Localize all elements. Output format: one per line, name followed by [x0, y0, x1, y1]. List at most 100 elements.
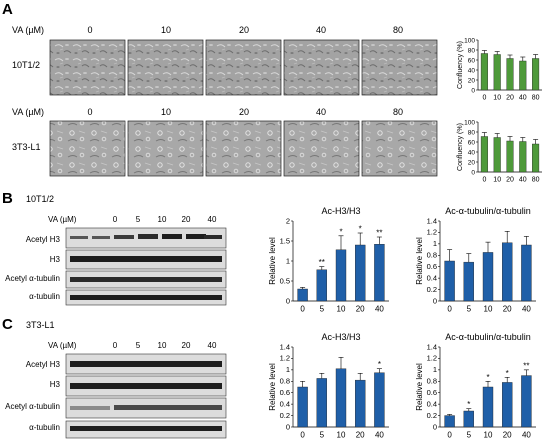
conc-label-a2: VA (µM) [12, 107, 44, 117]
bar [316, 378, 327, 428]
x-tick-label: 40 [375, 305, 384, 314]
band [162, 234, 182, 239]
bar [532, 143, 540, 173]
micrograph-a1-2 [205, 39, 282, 96]
x-tick-label: 5 [467, 431, 472, 440]
bar [519, 60, 527, 91]
bar [502, 242, 513, 302]
x-tick-label: 10 [484, 431, 493, 440]
y-tick-label: 2 [286, 216, 290, 225]
panel-letter-c: C [2, 316, 13, 333]
conc-a1-2: 20 [239, 25, 249, 35]
micrograph-row-1 [49, 39, 438, 96]
conc-a1-3: 40 [316, 25, 326, 35]
band [70, 256, 222, 262]
conc-label-b: VA (µM) [48, 215, 77, 224]
bar [374, 372, 385, 428]
y-axis-label: Confluency (%) [457, 41, 464, 89]
conc-a2-1: 10 [161, 107, 171, 117]
bar [480, 53, 488, 91]
micrograph-a2-4 [361, 120, 438, 177]
y-tick-label: 40 [468, 67, 476, 74]
x-tick-label: 0 [482, 95, 486, 102]
conc-b-1: 5 [136, 215, 141, 224]
y-axis-label: Relative level [268, 363, 277, 411]
conc-a2-2: 20 [239, 107, 249, 117]
bar [482, 386, 494, 428]
significance-marker: ** [523, 361, 529, 370]
x-tick-label: 40 [522, 305, 531, 314]
micrograph-a1-4 [361, 39, 438, 96]
x-tick-label: 5 [320, 431, 325, 440]
chart-title: Ac-α-tubulin/α-tubulin [445, 206, 530, 216]
conc-b-0: 0 [113, 215, 118, 224]
x-tick-label: 10 [493, 177, 501, 184]
conc-a1-0: 0 [87, 25, 92, 35]
blot-label-b-1: H3 [50, 255, 61, 264]
y-tick-label: 1.5 [280, 236, 290, 245]
x-tick-label: 0 [447, 305, 452, 314]
x-tick-label: 40 [519, 177, 527, 184]
band [70, 361, 222, 367]
bar [493, 54, 501, 91]
y-axis-label: Confluency (%) [457, 123, 464, 171]
y-tick-label: 0.4 [280, 399, 290, 408]
bar [335, 249, 347, 302]
x-tick-label: 20 [356, 431, 365, 440]
conc-a2-4: 80 [393, 107, 403, 117]
x-tick-label: 5 [320, 305, 325, 314]
y-tick-label: 20 [468, 159, 476, 166]
significance-marker: * [467, 400, 470, 409]
band [70, 406, 110, 410]
y-tick-label: 0.8 [280, 377, 290, 386]
y-tick-label: 1.4 [427, 342, 437, 351]
y-tick-label: 20 [468, 77, 476, 84]
conc-a1-1: 10 [161, 25, 171, 35]
band [70, 383, 222, 389]
y-tick-label: 0.6 [427, 262, 437, 271]
bar [316, 269, 327, 302]
x-tick-label: 10 [493, 95, 501, 102]
panel-letter-b: B [2, 190, 13, 207]
y-tick-label: 40 [468, 149, 476, 156]
bar [521, 375, 532, 428]
x-tick-label: 20 [503, 431, 512, 440]
y-tick-label: 1.4 [280, 342, 290, 351]
bar [521, 244, 532, 302]
bar [463, 261, 474, 302]
y-tick-label: 0 [433, 422, 437, 431]
micrograph-a2-1 [127, 120, 204, 177]
significance-marker: * [506, 369, 509, 378]
y-tick-label: 60 [468, 139, 476, 146]
bar-chart-5: 0 0.2 0.4 0.6 0.8 1 1.2 1.4 Relative level Ac-α-t… [415, 332, 536, 440]
significance-marker: * [486, 373, 489, 382]
conc-label-c: VA (µM) [48, 341, 77, 350]
x-tick-label: 40 [522, 431, 531, 440]
y-tick-label: 60 [468, 57, 476, 64]
y-tick-label: 0.6 [427, 388, 437, 397]
blot-label-c-3: α-tubulin [29, 423, 60, 432]
panel-letter-a: A [2, 1, 13, 18]
x-tick-label: 20 [503, 305, 512, 314]
micrograph-a2-3 [283, 120, 360, 177]
western-blot-b [65, 227, 227, 306]
cell-line-c: 3T3-L1 [26, 320, 55, 330]
y-tick-label: 1 [286, 256, 290, 265]
y-tick-label: 0.4 [427, 399, 437, 408]
bar [444, 415, 455, 428]
western-blot-c [65, 353, 227, 439]
micrograph-a1-3 [283, 39, 360, 96]
x-tick-label: 10 [337, 431, 346, 440]
bar-chart-3: 0 0.2 0.4 0.6 0.8 1 1.2 1.4 Relative level Ac-α-t… [415, 206, 536, 314]
band [70, 426, 222, 431]
x-tick-label: 0 [300, 305, 305, 314]
micrograph-a2-0 [49, 120, 126, 177]
x-tick-label: 20 [506, 177, 514, 184]
significance-marker: ** [319, 258, 325, 267]
bar [297, 386, 308, 428]
y-tick-label: 80 [468, 47, 476, 54]
blot-label-c-0: Acetyl H3 [26, 360, 61, 369]
